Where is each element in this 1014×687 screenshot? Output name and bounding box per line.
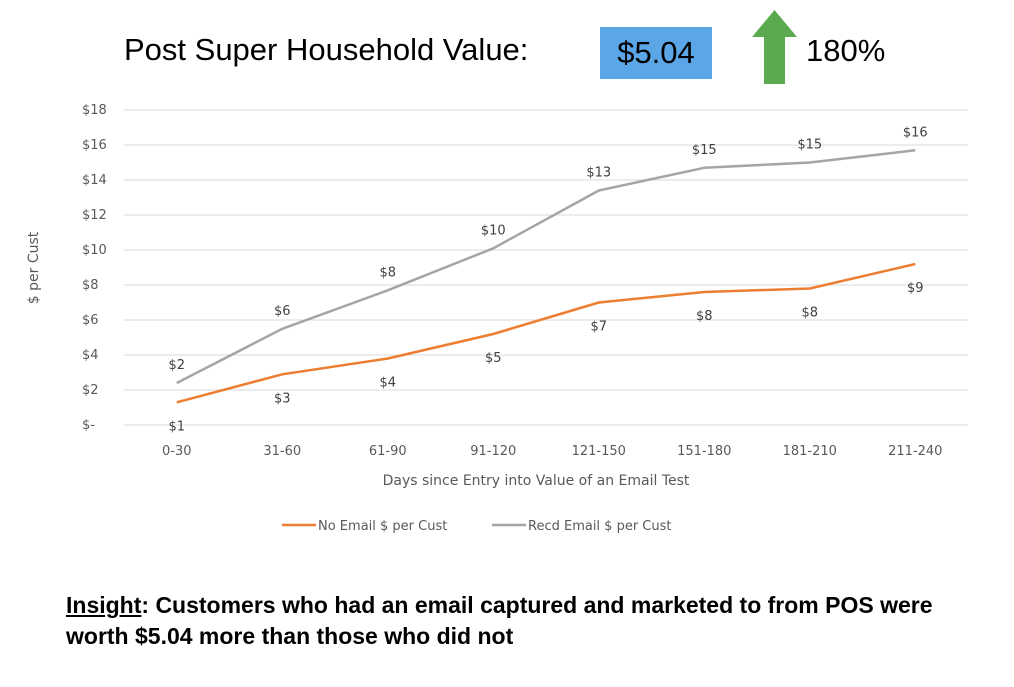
data-label: $5 [485, 351, 502, 366]
y-tick-label: $4 [82, 348, 99, 363]
x-tick-label: 151-180 [677, 444, 731, 459]
insight-text: Insight: Customers who had an email capt… [66, 590, 996, 652]
data-label: $8 [696, 309, 713, 324]
insight-body: : Customers who had an email captured an… [66, 592, 933, 649]
x-tick-label: 181-210 [783, 444, 837, 459]
x-tick-label: 61-90 [369, 444, 407, 459]
y-tick-label: $6 [82, 313, 99, 328]
data-label: $9 [907, 281, 924, 296]
data-label: $16 [903, 125, 928, 140]
x-tick-label: 31-60 [263, 444, 301, 459]
y-tick-label: $16 [82, 138, 107, 153]
up-arrow-icon [752, 10, 797, 84]
y-tick-label: $18 [82, 103, 107, 118]
y-tick-label: $- [82, 418, 95, 433]
data-label: $8 [379, 265, 396, 280]
change-percentage: 180% [806, 33, 886, 68]
insight-label: Insight [66, 592, 142, 618]
y-tick-label: $14 [82, 173, 107, 188]
y-tick-label: $2 [82, 383, 99, 398]
page-title: Post Super Household Value: [124, 32, 529, 67]
data-label: $8 [801, 306, 818, 321]
data-label: $3 [274, 391, 291, 406]
data-label: $15 [797, 138, 822, 153]
x-tick-label: 211-240 [888, 444, 942, 459]
data-label: $10 [481, 223, 506, 238]
series-line [176, 149, 916, 385]
data-label: $2 [168, 358, 185, 373]
y-tick-label: $10 [82, 243, 107, 258]
x-tick-label: 91-120 [470, 444, 516, 459]
legend-label: Recd Email $ per Cust [528, 519, 672, 534]
x-tick-label: 121-150 [572, 444, 626, 459]
x-axis-title: Days since Entry into Value of an Email … [383, 473, 690, 489]
household-value-badge: $5.04 [600, 27, 712, 79]
line-chart: $- $2 $4 $6 $8 $10 $12 $14 $16 $18 0-30 31-60 61-90 9… [26, 103, 968, 534]
data-label: $15 [692, 143, 717, 158]
y-axis-title: $ per Cust [26, 231, 42, 304]
series-line [176, 262, 916, 404]
data-label: $6 [274, 304, 291, 319]
x-tick-label: 0-30 [162, 444, 192, 459]
y-tick-label: $12 [82, 208, 107, 223]
y-tick-label: $8 [82, 278, 99, 293]
data-label: $7 [590, 320, 607, 335]
legend-label: No Email $ per Cust [318, 519, 447, 534]
data-label: $4 [379, 376, 396, 391]
data-label: $13 [586, 166, 611, 181]
data-label: $1 [168, 419, 185, 434]
